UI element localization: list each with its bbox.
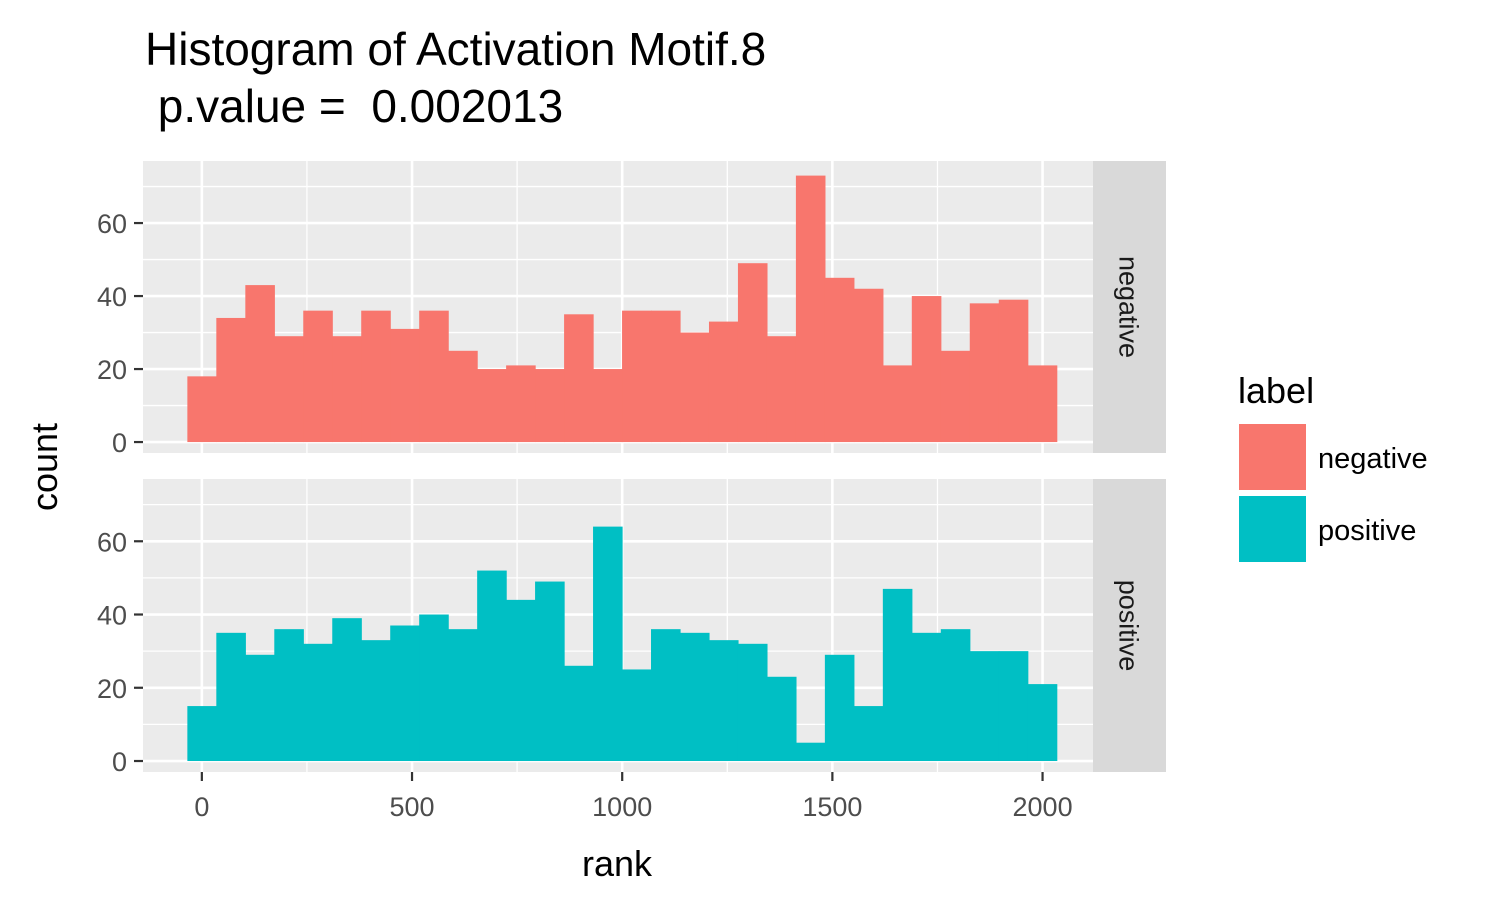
legend-item-positive: positive	[1239, 496, 1416, 562]
x-tick-label: 1500	[802, 792, 862, 822]
histogram-bar	[245, 654, 275, 762]
histogram-bar	[708, 321, 739, 443]
y-tick-label: 0	[112, 428, 127, 458]
histogram-bar	[187, 376, 217, 443]
facet-strip-negative	[1093, 161, 1166, 453]
histogram-bar	[998, 299, 1029, 443]
y-tick-label: 20	[97, 674, 127, 704]
histogram-bar	[766, 336, 797, 443]
x-tick-label: 2000	[1013, 792, 1073, 822]
facet-panel-positive: 0 20 40 60 positive	[97, 479, 1166, 777]
x-tick-label: 500	[389, 792, 434, 822]
chart-title-line-2: p.value = 0.002013	[145, 80, 563, 132]
y-tick-label: 60	[97, 527, 127, 557]
histogram-bar	[622, 310, 652, 443]
histogram-bar	[1027, 365, 1058, 443]
facet-strip-positive	[1093, 479, 1166, 772]
histogram-bar	[419, 310, 449, 443]
facet-panels: 0 20 40 60 negative 0 20 40 60 positive	[97, 161, 1166, 777]
y-tick-label: 0	[112, 747, 127, 777]
bars-positive	[187, 526, 1058, 762]
histogram-bar	[332, 336, 362, 443]
legend-label: positive	[1318, 515, 1416, 547]
histogram-bar	[622, 669, 652, 762]
histogram-bar	[795, 742, 826, 762]
histogram-bar	[651, 629, 681, 762]
histogram-bar	[651, 310, 681, 443]
histogram-bar	[477, 570, 507, 762]
histogram-bar	[506, 365, 536, 443]
histogram-bar	[679, 632, 710, 762]
y-tick-label: 20	[97, 355, 127, 385]
histogram-bar	[448, 350, 478, 443]
histogram-bar	[303, 310, 333, 443]
histogram-bar	[737, 643, 768, 762]
histogram-bar	[708, 640, 739, 762]
histogram-bar	[969, 651, 1000, 762]
histogram-bar	[911, 632, 942, 762]
histogram-bar	[882, 365, 913, 443]
histogram-bar	[564, 665, 594, 762]
histogram-bar	[679, 332, 710, 443]
histogram-bar	[506, 599, 536, 762]
histogram-bar	[245, 285, 275, 443]
x-axis: 0 500 1000 1500 2000	[194, 772, 1073, 822]
facet-strip-label: negative	[1114, 256, 1144, 358]
y-tick-label: 40	[97, 282, 127, 312]
legend-swatch	[1239, 496, 1306, 562]
y-tick-label: 60	[97, 209, 127, 239]
y-axis-title: count	[24, 423, 65, 511]
histogram-bar	[216, 632, 246, 762]
histogram-bar	[448, 629, 478, 762]
histogram-bar	[853, 706, 884, 762]
histogram-bar	[940, 350, 971, 443]
histogram-bar	[593, 369, 623, 443]
histogram-bar	[274, 336, 304, 443]
histogram-bar	[361, 310, 391, 443]
histogram-bar	[824, 277, 855, 443]
facet-panel-negative: 0 20 40 60 negative	[97, 161, 1166, 458]
histogram-bar	[535, 369, 565, 443]
histogram-bar	[187, 706, 217, 762]
chart-title-line-1: Histogram of Activation Motif.8	[145, 23, 766, 75]
legend-title: label	[1238, 370, 1314, 411]
histogram-bar	[998, 651, 1029, 762]
legend-swatch	[1239, 424, 1306, 490]
x-tick-label: 1000	[592, 792, 652, 822]
y-tick-label: 40	[97, 601, 127, 631]
facet-strip-label: positive	[1114, 580, 1144, 672]
histogram-bar	[419, 614, 449, 762]
histogram-bar	[564, 314, 594, 443]
legend: label negative positive	[1238, 370, 1428, 562]
x-tick-label: 0	[194, 792, 209, 822]
histogram-bar	[911, 296, 942, 443]
histogram-bar	[390, 328, 420, 443]
histogram-bar	[853, 288, 884, 443]
bars-negative	[187, 175, 1058, 443]
histogram-bar	[303, 643, 333, 762]
histogram-bar	[274, 629, 304, 762]
legend-label: negative	[1318, 443, 1428, 475]
histogram-bar	[795, 175, 826, 443]
histogram-bar	[477, 369, 507, 443]
histogram-bar	[332, 618, 362, 762]
histogram-bar	[766, 676, 797, 762]
histogram-bar	[361, 640, 391, 762]
histogram-bar	[216, 317, 246, 443]
histogram-bar	[824, 654, 855, 762]
histogram-bar	[940, 629, 971, 762]
histogram-bar	[535, 581, 565, 762]
x-axis-title: rank	[582, 843, 653, 884]
histogram-bar	[1027, 684, 1058, 762]
chart-title: Histogram of Activation Motif.8 p.value …	[145, 23, 766, 132]
histogram-bar	[390, 625, 420, 762]
histogram-bar	[969, 303, 1000, 443]
legend-item-negative: negative	[1239, 424, 1428, 490]
histogram-bar	[593, 526, 623, 762]
histogram-bar	[882, 588, 913, 762]
histogram-bar	[737, 263, 768, 443]
